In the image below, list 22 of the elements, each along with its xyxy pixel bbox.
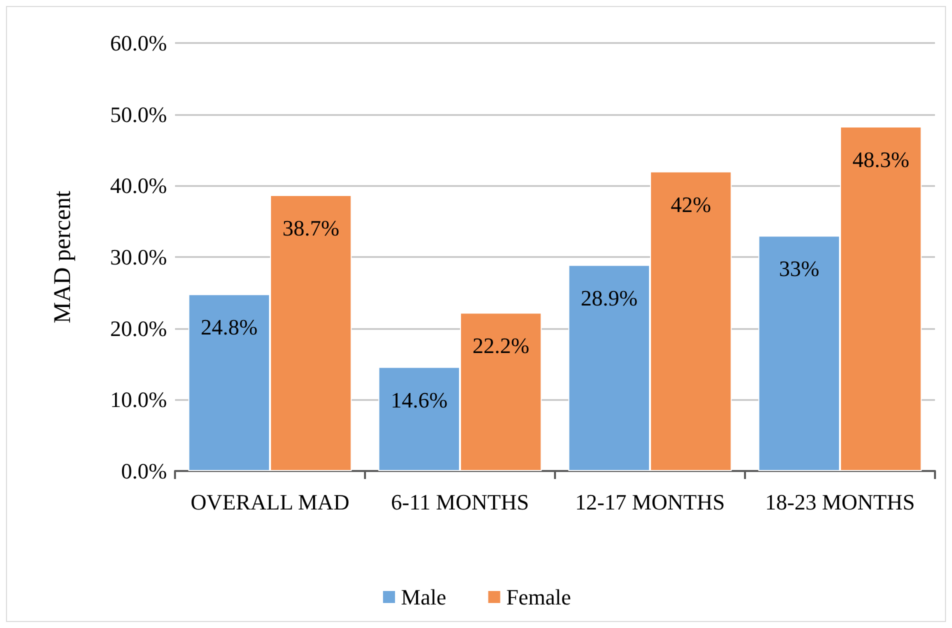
data-label: 42% (670, 192, 712, 217)
x-tick-label: 18-23 MONTHS (765, 490, 915, 514)
data-label: 24.8% (200, 314, 258, 340)
data-label: 22.2% (472, 333, 530, 358)
y-tick-label: 40.0% (110, 173, 167, 198)
y-tick-label: 20.0% (110, 316, 167, 341)
x-tick-label: 6-11 MONTHS (391, 490, 529, 514)
y-tick-label: 0.0% (121, 458, 167, 484)
data-label: 33% (778, 256, 820, 282)
y-tick-label: 50.0% (110, 102, 167, 127)
data-label: 48.3% (852, 146, 910, 172)
legend-label: Male (401, 584, 446, 610)
data-label: 28.9% (580, 285, 638, 310)
legend-label: Female (506, 584, 571, 610)
x-tick-label: OVERALL MAD (190, 490, 350, 514)
data-label: 14.6% (390, 387, 448, 412)
x-tick-label: 12-17 MONTHS (575, 490, 725, 514)
data-label: 38.7% (282, 215, 340, 240)
y-tick-label: 10.0% (110, 387, 167, 412)
y-tick-label: 30.0% (110, 244, 167, 270)
y-tick-label: 60.0% (110, 30, 167, 56)
y-axis-title: MAD percent (50, 190, 76, 324)
